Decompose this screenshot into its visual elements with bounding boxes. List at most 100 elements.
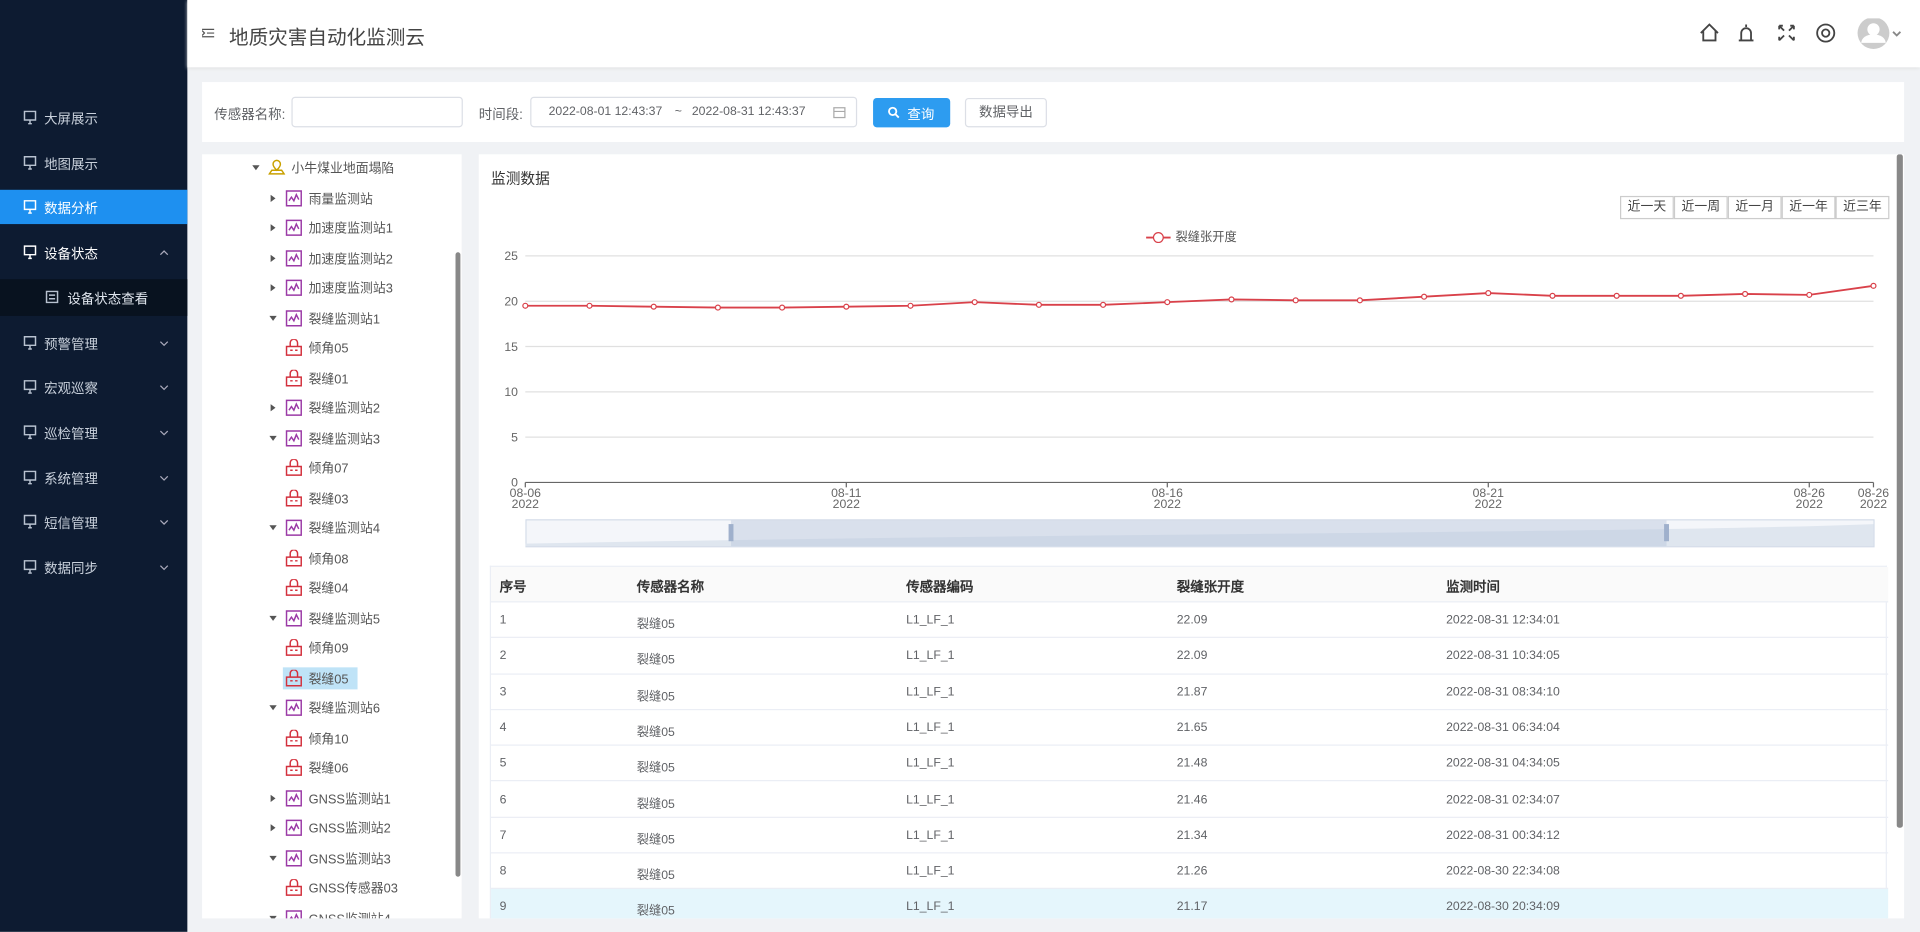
zoom-slider[interactable] [525,519,1875,548]
tree-arrow[interactable] [269,434,277,441]
tree-node[interactable]: 加速度监测站1 [202,216,453,240]
range-button[interactable]: 近一年 [1781,195,1836,220]
icon [23,335,37,350]
export-button[interactable]: 数据导出 [964,97,1047,128]
table-row[interactable]: 1 裂缝05 L1_LF_1 22.09 2022-08-31 12:34:01 [491,602,1889,639]
tree-node[interactable]: 倾角05 [202,336,453,360]
point [522,302,529,309]
table-cell: 5 [499,756,507,771]
y-tick-label: 25 [504,249,518,263]
series-line [525,284,1874,309]
menu-label: 系统管理 [44,472,98,487]
tree-node[interactable]: 裂缝监测站4 [202,516,453,540]
submenu-item[interactable]: 设备状态查看 [0,280,187,314]
range-button[interactable]: 近三年 [1835,195,1890,220]
range-button[interactable]: 近一天 [1620,195,1674,220]
query-button[interactable]: 查询 [873,97,951,128]
tree-node[interactable]: 裂缝06 [202,756,453,780]
tree-node[interactable]: 倾角07 [202,456,453,480]
menu-item[interactable]: 系统管理 [0,460,187,494]
chevron [159,385,169,391]
x-tick-label: 08-06 2022 [509,487,541,512]
table-row[interactable]: 2 裂缝05 L1_LF_1 22.09 2022-08-31 10:34:05 [491,638,1889,675]
icon [285,579,302,596]
tree-node[interactable]: 裂缝05 [202,666,453,690]
tree-node[interactable]: 小牛煤业地面塌陷 [202,156,453,180]
tree-node[interactable]: GNSS监测站1 [202,786,453,810]
tree-node[interactable]: 裂缝04 [202,576,453,600]
tree-arrow[interactable] [269,614,277,621]
tree-node[interactable]: 倾角08 [202,546,453,570]
table-cell: 2 [499,649,507,663]
tree-arrow[interactable] [269,854,277,861]
tree-node[interactable]: 裂缝监测站1 [202,306,453,330]
tree-label: 裂缝01 [308,371,349,387]
table-row[interactable]: 3 裂缝05 L1_LF_1 21.87 2022-08-31 08:34:10 [491,674,1889,711]
range-button[interactable]: 近一月 [1727,195,1782,220]
tree-node[interactable]: 加速度监测站2 [202,246,453,270]
tree-node[interactable]: GNSS监测站4 [202,906,453,919]
tree-label: GNSS传感器03 [308,881,398,897]
table-cell: 7 [499,828,507,843]
tree-arrow[interactable] [269,794,276,802]
tree-node[interactable]: 倾角09 [202,636,453,660]
sensor-label: 传感器名称: [214,107,286,123]
tree-node[interactable]: 加速度监测站3 [202,276,453,300]
tree-node[interactable]: 裂缝监测站3 [202,426,453,450]
table-row[interactable]: 8 裂缝05 L1_LF_1 21.26 2022-08-30 22:34:08 [491,854,1889,890]
table-cell: 2022-08-31 00:34:12 [1446,828,1560,843]
icon [23,560,37,574]
icon [285,699,302,716]
tree-node[interactable]: 裂缝监测站2 [202,396,453,420]
tree-node[interactable]: GNSS监测站2 [202,816,453,840]
tree-arrow[interactable] [269,284,276,292]
tree-arrow[interactable] [269,524,277,531]
point [1677,292,1684,299]
tree-node[interactable]: GNSS监测站3 [202,846,453,870]
table-row[interactable]: 4 裂缝05 L1_LF_1 21.65 2022-08-31 06:34:04 [491,710,1889,746]
tree-label: 雨量监测站 [308,191,373,207]
tree-arrow[interactable] [269,224,276,232]
tree-node[interactable]: 雨量监测站 [202,186,453,210]
range-button[interactable]: 近一周 [1673,195,1728,220]
menu-item[interactable]: 巡检管理 [0,415,187,449]
tree-arrow[interactable] [269,824,276,832]
tree-node[interactable]: 倾角10 [202,726,453,750]
icon [23,425,37,439]
header-tools[interactable] [1693,18,1913,50]
menu-label: 数据同步 [44,562,98,577]
tree-node[interactable]: 裂缝01 [202,366,453,390]
tree-node[interactable]: GNSS传感器03 [202,876,453,900]
menu-toggle[interactable] [202,27,215,39]
menu-item[interactable]: 数据分析 [0,190,187,224]
tree-arrow[interactable] [269,914,277,919]
tree-node[interactable]: 裂缝监测站5 [202,606,453,630]
menu-item[interactable]: 大屏展示 [0,100,187,134]
menu-item[interactable]: 地图展示 [0,145,187,179]
table-row[interactable]: 9 裂缝05 L1_LF_1 21.17 2022-08-30 20:34:09 [491,889,1889,919]
point [1356,297,1363,304]
date-range[interactable] [530,96,858,128]
menu-item[interactable]: 设备状态 [0,235,187,269]
point [1806,291,1813,298]
menu-item[interactable]: 宏观巡察 [0,370,187,404]
sensor-input[interactable] [291,96,463,128]
table-row[interactable]: 5 裂缝05 L1_LF_1 21.48 2022-08-31 04:34:05 [491,746,1889,782]
table-cell: L1_LF_1 [906,792,955,807]
menu-item[interactable]: 预警管理 [0,325,187,359]
table-row[interactable]: 6 裂缝05 L1_LF_1 21.46 2022-08-31 02:34:07 [491,782,1889,818]
tree-arrow[interactable] [269,404,276,412]
tree-node[interactable]: 裂缝03 [202,486,453,510]
table-row[interactable]: 7 裂缝05 L1_LF_1 21.34 2022-08-31 00:34:12 [491,818,1889,854]
menu-item[interactable]: 数据同步 [0,550,187,584]
tree-arrow[interactable] [269,704,277,711]
table-cell: 21.26 [1176,864,1208,879]
menu-item[interactable]: 短信管理 [0,505,187,539]
tree-node[interactable]: 裂缝监测站6 [202,696,453,720]
tree-arrow[interactable] [269,314,277,321]
tree-arrow[interactable] [269,194,276,202]
icon [285,279,302,296]
tree-arrow[interactable] [252,164,260,171]
tree-arrow[interactable] [269,254,276,262]
